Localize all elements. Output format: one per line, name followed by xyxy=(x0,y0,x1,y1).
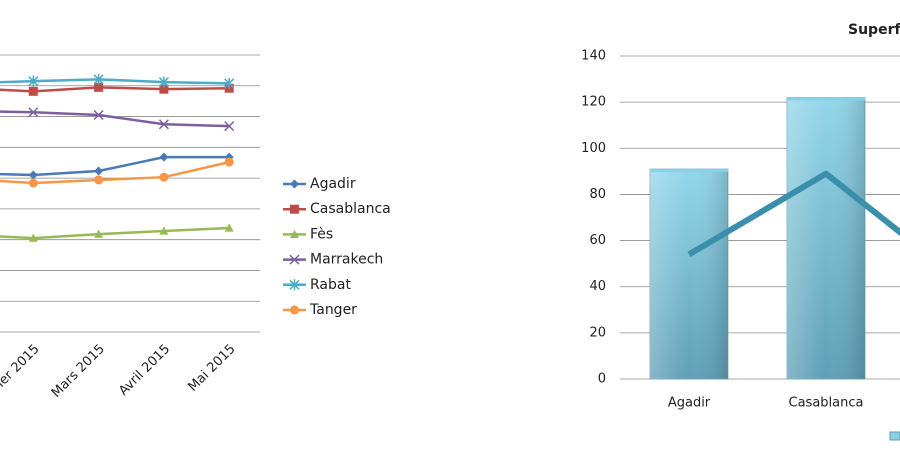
x-tick-label: Agadir xyxy=(668,396,711,411)
series-line xyxy=(687,170,900,257)
y-tick-label: 140 xyxy=(581,49,606,64)
y-tick-label: 120 xyxy=(581,95,606,110)
point xyxy=(28,170,38,180)
x-tick-label: Mars 2015 xyxy=(49,342,108,401)
point xyxy=(158,119,169,130)
point xyxy=(94,82,104,92)
legend-marker xyxy=(290,229,299,238)
y-tick-label: 40 xyxy=(589,279,606,294)
x-tick-label: Mai 2015 xyxy=(185,342,238,395)
bar-cap xyxy=(787,97,865,101)
y-tick-label: 0 xyxy=(598,372,606,387)
point xyxy=(159,172,169,182)
y-tick-label: 80 xyxy=(589,187,606,202)
legend-marker xyxy=(290,179,299,189)
point xyxy=(159,84,169,94)
legend-swatch xyxy=(889,431,900,441)
x-tick-label: Février 2015 xyxy=(0,342,43,411)
point xyxy=(159,152,169,162)
y-tick-label: 20 xyxy=(589,325,606,340)
legend-marker xyxy=(290,305,299,315)
x-tick-label: Avril 2015 xyxy=(116,342,173,399)
point xyxy=(158,76,169,88)
point xyxy=(94,175,104,185)
point xyxy=(94,166,104,176)
bar-shade xyxy=(787,97,865,380)
point xyxy=(224,223,234,232)
legend-label: Agadir xyxy=(310,176,356,192)
legend-marker xyxy=(290,204,299,214)
legend-label: Marrakech xyxy=(310,252,383,268)
legend-label: Casablanca xyxy=(310,201,391,217)
bar-shade xyxy=(650,169,728,379)
legend-marker xyxy=(289,279,300,291)
legend-label: Tanger xyxy=(309,302,357,318)
x-tick-label: Casablanca xyxy=(789,396,864,411)
point xyxy=(159,226,169,235)
point xyxy=(93,73,104,85)
y-tick-label: 60 xyxy=(589,233,606,248)
point xyxy=(28,107,39,118)
point xyxy=(28,233,38,242)
point xyxy=(93,109,104,121)
point xyxy=(224,77,235,89)
point xyxy=(28,178,38,188)
point xyxy=(224,157,234,167)
bar-cap xyxy=(650,169,728,173)
point xyxy=(28,86,38,96)
point xyxy=(28,75,39,87)
chart-title: Superf xyxy=(848,22,900,38)
legend-label: Rabat xyxy=(310,277,351,293)
point xyxy=(94,229,104,238)
legend-label: Fès xyxy=(310,226,333,242)
point xyxy=(224,121,235,132)
legend-marker xyxy=(289,254,300,265)
y-tick-label: 100 xyxy=(581,141,606,156)
